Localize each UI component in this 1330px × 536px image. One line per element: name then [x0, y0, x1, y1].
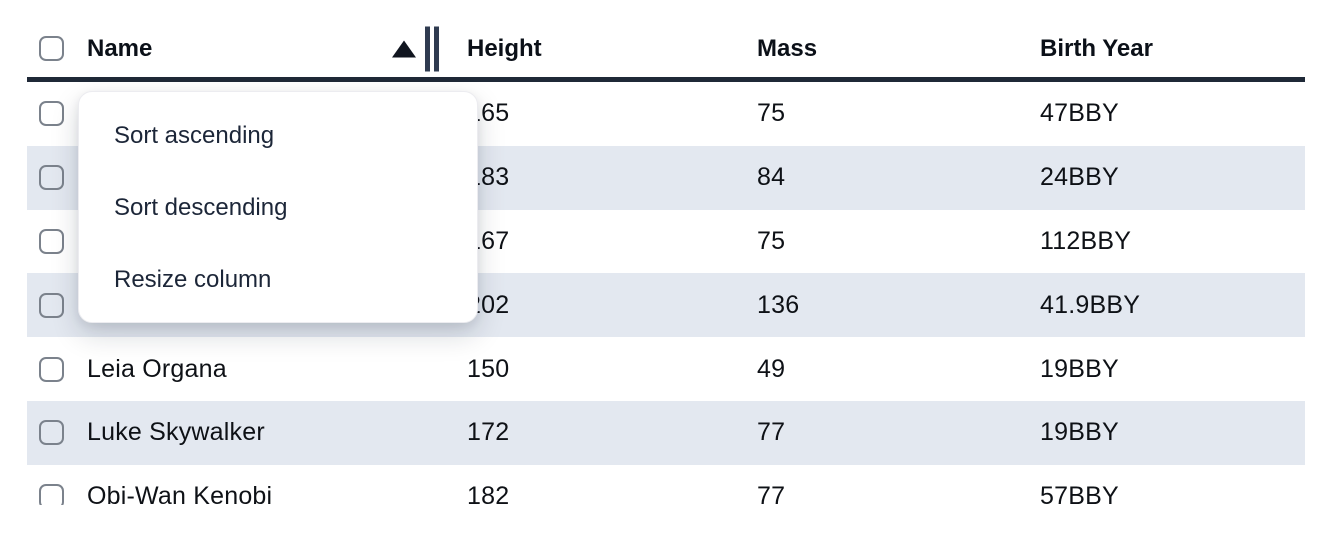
- cell-height: 182: [467, 482, 510, 505]
- column-header-birth-year[interactable]: Birth Year: [1040, 20, 1305, 77]
- row-checkbox-cell: [27, 337, 87, 401]
- cell-mass: 75: [757, 226, 786, 255]
- cell-name: Obi-Wan Kenobi: [87, 482, 273, 505]
- row-checkbox[interactable]: [39, 101, 64, 127]
- cell-mass: 49: [757, 354, 786, 383]
- cell-height: 183: [467, 163, 510, 192]
- cell-name: Leia Organa: [87, 354, 227, 383]
- row-checkbox-cell: [27, 273, 87, 337]
- column-header-birth-year-label: Birth Year: [1040, 34, 1153, 62]
- column-header-height[interactable]: Height: [467, 20, 757, 77]
- column-header-height-label: Height: [467, 34, 542, 62]
- cell-birth-year: 112BBY: [1040, 226, 1132, 255]
- table-row: Leia Organa 150 49 19BBY: [27, 337, 1305, 401]
- row-checkbox[interactable]: [39, 420, 64, 446]
- cell-birth-year: 19BBY: [1040, 354, 1119, 383]
- select-all-checkbox[interactable]: [39, 36, 64, 61]
- row-checkbox[interactable]: [39, 228, 64, 254]
- cell-birth-year: 24BBY: [1040, 163, 1119, 192]
- column-header-name-label: Name: [87, 34, 153, 62]
- row-checkbox-cell: [27, 210, 87, 274]
- cell-birth-year: 19BBY: [1040, 418, 1119, 447]
- sort-ascending-icon: [392, 40, 416, 57]
- header-checkbox-cell: [27, 20, 87, 77]
- cell-height: 150: [467, 354, 510, 383]
- cell-height: 202: [467, 290, 510, 319]
- cell-mass: 75: [757, 99, 786, 128]
- row-checkbox-cell: [27, 401, 87, 465]
- menu-item-resize-column[interactable]: Resize column: [114, 266, 272, 293]
- row-checkbox-cell: [27, 146, 87, 210]
- cell-birth-year: 41.9BBY: [1040, 290, 1141, 319]
- row-checkbox-cell: [27, 465, 87, 505]
- column-header-mass[interactable]: Mass: [757, 20, 1040, 77]
- cell-mass: 77: [757, 482, 786, 505]
- cell-mass: 84: [757, 163, 786, 192]
- cell-birth-year: 47BBY: [1040, 99, 1119, 128]
- row-checkbox[interactable]: [39, 356, 64, 382]
- cell-name: Luke Skywalker: [87, 418, 265, 447]
- menu-item-sort-ascending[interactable]: Sort ascending: [114, 122, 275, 149]
- row-checkbox[interactable]: [39, 484, 64, 505]
- table-header-row: Name Height Mass Birth Year: [27, 0, 1305, 82]
- row-checkbox[interactable]: [39, 292, 64, 318]
- table-row: Obi-Wan Kenobi 182 77 57BBY: [27, 465, 1305, 505]
- cell-height: 172: [467, 418, 510, 447]
- menu-item-sort-descending[interactable]: Sort descending: [114, 194, 288, 221]
- row-checkbox-cell: [27, 82, 87, 146]
- table-row: Luke Skywalker 172 77 19BBY: [27, 400, 1305, 465]
- row-checkbox[interactable]: [39, 165, 64, 191]
- column-header-name[interactable]: Name: [87, 20, 467, 77]
- column-header-mass-label: Mass: [757, 34, 818, 62]
- column-resize-handle-icon[interactable]: [425, 26, 439, 71]
- column-context-menu: Sort ascending Sort descending Resize co…: [78, 91, 478, 323]
- cell-height: 167: [467, 226, 510, 255]
- cell-birth-year: 57BBY: [1040, 482, 1119, 505]
- cell-height: 165: [467, 99, 510, 128]
- cell-mass: 136: [757, 290, 800, 319]
- cell-mass: 77: [757, 418, 786, 447]
